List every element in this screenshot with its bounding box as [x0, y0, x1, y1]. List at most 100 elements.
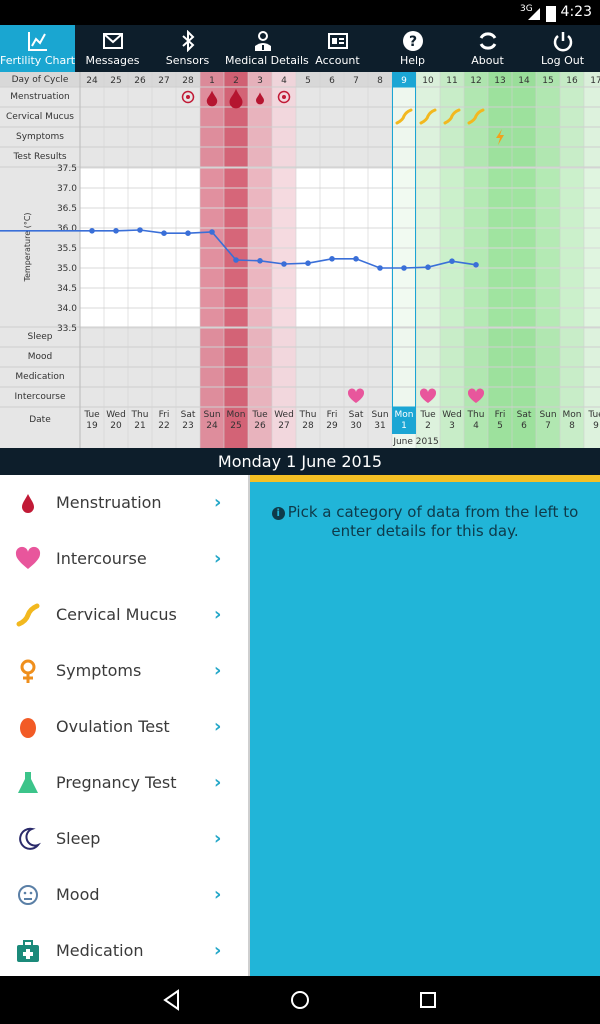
tab-label: Fertility Chart [0, 54, 76, 67]
chevron-right-icon: › [214, 548, 222, 569]
day-shade [200, 72, 224, 448]
tab-log-out[interactable]: Log Out [525, 25, 600, 72]
chevron-right-icon: › [214, 884, 222, 905]
svg-text:?: ? [408, 34, 416, 50]
menstruation-drop-icon [229, 88, 243, 109]
ylabel-pill [22, 177, 38, 317]
network-type: 3G [520, 4, 533, 14]
weekday-label: Mon [227, 410, 246, 420]
bluetooth-icon [181, 30, 194, 52]
cervical-mucus-icon [16, 603, 40, 627]
date-label: 26 [254, 421, 266, 431]
day-shade [584, 72, 600, 448]
date-label: 28 [302, 421, 314, 431]
power-icon [553, 32, 572, 52]
weekday-label: Sun [539, 410, 556, 420]
category-label: Medication [56, 941, 144, 960]
tab-label: Help [399, 54, 426, 67]
temperature-point [305, 260, 311, 266]
temperature-point [329, 256, 335, 262]
cervical-mucus-icon [419, 108, 437, 125]
category-symptoms[interactable]: Symptoms › [0, 643, 248, 699]
date-label: 3 [449, 421, 455, 431]
temperature-point [113, 228, 119, 234]
id-card-icon [327, 33, 348, 49]
temperature-point [401, 265, 407, 271]
tab-fertility-chart[interactable]: Fertility Chart [0, 25, 75, 72]
category-mood[interactable]: Mood › [0, 867, 248, 923]
cycle-day-number: 6 [329, 76, 335, 86]
day-shade [416, 72, 440, 448]
weekday-label: Tue [83, 410, 100, 420]
question-icon: ? [402, 31, 423, 51]
cycle-day-number: 26 [134, 76, 146, 86]
category-intercourse[interactable]: Intercourse › [0, 531, 248, 587]
row-label: Intercourse [14, 392, 65, 402]
row-label: Mood [28, 352, 53, 362]
category-label: Ovulation Test [56, 717, 170, 736]
weekday-label: Fri [159, 410, 170, 420]
category-label: Intercourse [56, 549, 147, 568]
weekday-label: Sat [349, 410, 364, 420]
clock: 4:23 [560, 4, 592, 20]
weekday-label: Tue [587, 410, 600, 420]
chevron-right-icon: › [214, 828, 222, 849]
category-label: Pregnancy Test [56, 773, 177, 792]
temperature-point [281, 261, 287, 267]
status-bar: 3G 4:23 [0, 0, 600, 25]
cervical-mucus-icon [443, 108, 461, 125]
home-icon[interactable] [288, 988, 312, 1012]
info-icon: i [271, 507, 285, 520]
tab-about[interactable]: About [450, 25, 525, 72]
category-ovulation-test[interactable]: Ovulation Test › [0, 699, 248, 755]
tab-medical-details[interactable]: Medical Details [225, 25, 309, 72]
tab-account[interactable]: Account [300, 25, 375, 72]
temperature-point [377, 265, 383, 271]
tab-messages[interactable]: Messages [75, 25, 150, 72]
category-pregnancy-test[interactable]: Pregnancy Test › [0, 755, 248, 811]
battery-icon [546, 6, 556, 22]
weekday-label: Tue [419, 410, 436, 420]
y-tick-label: 37.5 [57, 164, 77, 174]
date-label: 31 [374, 421, 385, 431]
heart-icon [15, 546, 41, 569]
cycle-day-number: 7 [353, 76, 359, 86]
date-label: 23 [182, 421, 193, 431]
category-label: Sleep [56, 829, 101, 848]
panel-accent-bar [250, 475, 600, 482]
fertility-chart[interactable]: 37.5 37.0 36.5 36.0 35.5 35.0 34.5 34.0 33.5 Day … [0, 72, 600, 448]
selected-date-highlight [392, 407, 416, 434]
category-label: Symptoms [56, 661, 142, 680]
tab-sensors[interactable]: Sensors [150, 25, 225, 72]
female-symbol-icon [20, 659, 36, 683]
category-label: Menstruation [56, 493, 162, 512]
date-label: 1 [401, 421, 407, 431]
category-sleep[interactable]: Sleep › [0, 811, 248, 867]
chart-icon [27, 32, 47, 51]
cycle-day-number: 11 [446, 76, 457, 86]
day-shade [536, 72, 560, 448]
category-label: Cervical Mucus [56, 605, 177, 624]
medkit-icon [17, 940, 39, 962]
selected-date: Monday 1 June 2015 [217, 452, 383, 471]
mail-icon [102, 33, 123, 49]
tab-label: Sensors [165, 54, 210, 67]
cervical-mucus-icon [467, 108, 485, 125]
category-cervical-mucus[interactable]: Cervical Mucus › [0, 587, 248, 643]
temperature-point [425, 264, 431, 270]
back-icon[interactable] [160, 988, 184, 1012]
cycle-day-number: 3 [257, 76, 263, 86]
cycle-day-number: 25 [110, 76, 121, 86]
row-label: Cervical Mucus [6, 112, 74, 122]
category-medication[interactable]: Medication › [0, 923, 248, 979]
cycle-day-number: 2 [233, 76, 239, 86]
recent-apps-icon[interactable] [416, 988, 440, 1012]
cervical-mucus-icon [395, 108, 413, 125]
chevron-right-icon: › [214, 772, 222, 793]
tab-help[interactable]: ? Help [375, 25, 450, 72]
date-label: 7 [545, 421, 551, 431]
weekday-label: Sat [181, 410, 196, 420]
date-label: 27 [278, 421, 289, 431]
day-shade [392, 72, 416, 448]
category-menstruation[interactable]: Menstruation › [0, 475, 248, 531]
